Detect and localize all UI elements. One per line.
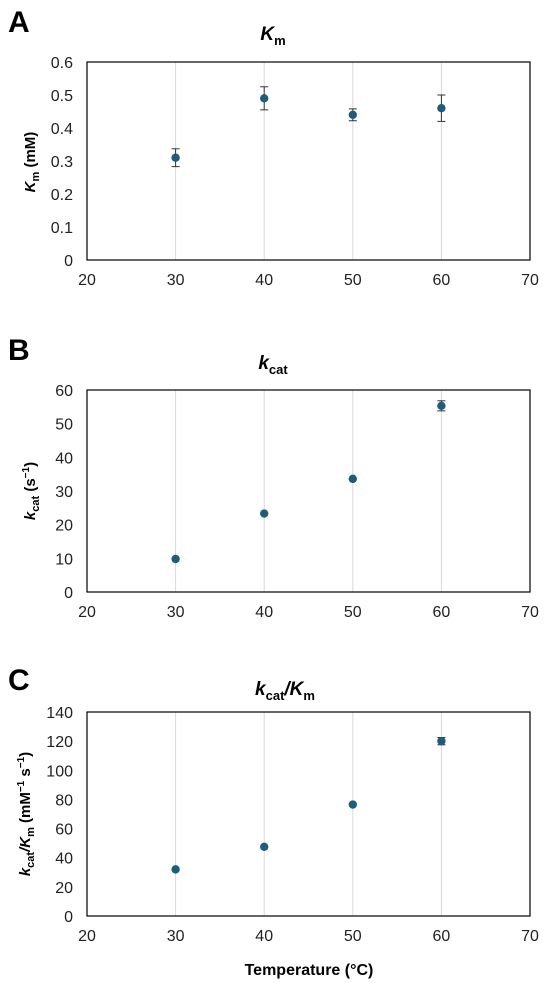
plot-frame	[86, 61, 531, 261]
x-tick-label: 20	[78, 928, 96, 945]
plot-area: 20 30 40 50 60 70 0 10 20 30 40 50 60	[55, 383, 539, 621]
data-point	[171, 865, 180, 874]
x-tick-label: 60	[433, 604, 451, 621]
x-axis-label: Temperature (°C)	[245, 962, 374, 979]
x-tick-label: 40	[255, 928, 273, 945]
y-tick-label: 0	[64, 585, 73, 602]
y-tick-label: 0.3	[51, 154, 73, 171]
y-tick-label: 0.5	[51, 88, 73, 105]
y-tick-label: 0.6	[51, 55, 73, 72]
x-tick-label: 50	[344, 928, 362, 945]
y-tick-label: 0	[64, 253, 73, 270]
y-tick-label: 140	[46, 705, 73, 722]
x-tick-label: 20	[78, 272, 96, 289]
x-tick-label: 70	[521, 272, 539, 289]
panel-a: A Km Km (mM) 20 30 40 50 60 70 0 0.1 0.2 0.3 0.4 0.…	[8, 6, 539, 289]
panel-letter-c: C	[8, 664, 30, 697]
y-tick-label: 30	[55, 484, 73, 501]
y-tick-label: 0.1	[51, 220, 73, 237]
data-point	[260, 509, 269, 518]
x-tick-label: 70	[521, 928, 539, 945]
data-point	[348, 474, 357, 484]
panel-letter-b: B	[8, 334, 30, 367]
data-point	[437, 104, 446, 113]
y-axis-label: kcat (s−1)	[21, 462, 42, 520]
chart-title: Km	[260, 24, 285, 48]
data-point	[348, 110, 357, 120]
y-tick-label: 0.4	[51, 121, 73, 138]
data-point	[437, 401, 446, 411]
x-tick-label: 30	[167, 272, 185, 289]
data-point	[260, 842, 269, 851]
data-point	[171, 554, 180, 564]
chart-title: kcat/Km	[255, 679, 315, 703]
y-tick-label: 60	[55, 383, 73, 400]
y-tick-label: 50	[55, 417, 73, 434]
plot-frame	[86, 389, 531, 593]
panel-c: C kcat/Km kcat/Km (mM−1 s−1) 20 30 40 50 60 7…	[8, 664, 539, 979]
y-tick-label: 0.2	[51, 187, 73, 204]
x-tick-label: 50	[344, 604, 362, 621]
plot-area: 20 30 40 50 60 70 0 0.1 0.2 0.3 0.4 0.5 0.6	[51, 55, 539, 289]
x-tick-label: 60	[433, 272, 451, 289]
x-tick-label: 40	[255, 604, 273, 621]
y-tick-label: 80	[55, 792, 73, 809]
y-tick-label: 120	[46, 734, 73, 751]
plot-frame	[86, 711, 531, 917]
data-point	[171, 153, 180, 162]
data-point	[437, 736, 446, 746]
plot-area: 20 30 40 50 60 70 0 20 40 60 80 100 120 140	[46, 705, 539, 945]
chart-title: kcat	[258, 353, 288, 377]
data-point	[260, 94, 269, 103]
y-tick-label: 100	[46, 763, 73, 780]
y-tick-label: 40	[55, 851, 73, 868]
x-tick-label: 60	[433, 928, 451, 945]
y-axis-label: kcat/Km (mM−1 s−1)	[16, 752, 37, 876]
panel-b: B kcat kcat (s−1) 20 30 40 50 60 70 0 10 20 30 40 5…	[8, 334, 539, 621]
x-tick-label: 50	[344, 272, 362, 289]
y-tick-label: 20	[55, 518, 73, 535]
x-tick-label: 40	[255, 272, 273, 289]
x-tick-label: 30	[167, 604, 185, 621]
data-point	[348, 800, 357, 809]
y-tick-label: 40	[55, 450, 73, 467]
y-tick-label: 60	[55, 822, 73, 839]
x-tick-label: 70	[521, 604, 539, 621]
x-tick-label: 20	[78, 604, 96, 621]
y-tick-label: 10	[55, 551, 73, 568]
y-tick-label: 20	[55, 880, 73, 897]
y-tick-label: 0	[64, 909, 73, 926]
y-axis-label: Km (mM)	[22, 132, 42, 193]
x-tick-label: 30	[167, 928, 185, 945]
panel-letter-a: A	[8, 6, 30, 39]
